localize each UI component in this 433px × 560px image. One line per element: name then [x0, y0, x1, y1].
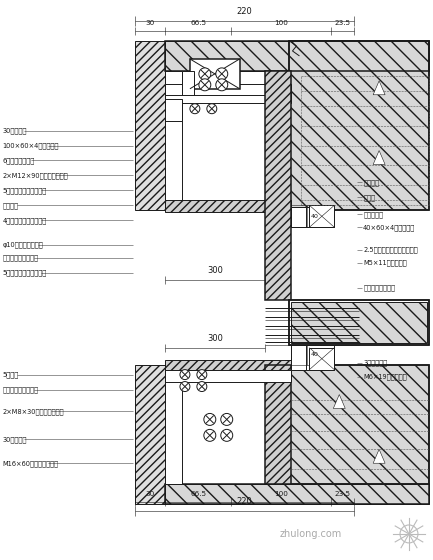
Bar — [190, 59, 240, 89]
Circle shape — [207, 104, 217, 114]
Bar — [291, 207, 307, 227]
Bar — [290, 365, 429, 484]
Text: 内装修处理: 内装修处理 — [363, 211, 383, 218]
Text: M16×60不锈钢对穿螺栓: M16×60不锈钢对穿螺栓 — [3, 460, 59, 466]
Circle shape — [197, 381, 207, 391]
Text: M5×11抽芯铝铆钉: M5×11抽芯铝铆钉 — [363, 260, 407, 267]
Circle shape — [197, 370, 207, 380]
Bar — [310, 348, 334, 370]
Circle shape — [221, 430, 233, 441]
Text: zhulong.com: zhulong.com — [280, 529, 342, 539]
Bar — [290, 41, 429, 211]
Bar — [265, 71, 291, 300]
Bar — [291, 345, 334, 370]
Text: 100×60×4镀锌矩方管: 100×60×4镀锌矩方管 — [3, 142, 59, 149]
Circle shape — [221, 413, 233, 426]
Bar — [290, 41, 429, 211]
Text: 5厚铝合金石材专用挂件: 5厚铝合金石材专用挂件 — [3, 187, 47, 194]
Circle shape — [180, 381, 190, 391]
Bar — [290, 365, 429, 484]
Text: 40: 40 — [310, 352, 318, 357]
Bar — [165, 41, 429, 71]
Text: 40: 40 — [310, 214, 318, 219]
Circle shape — [204, 413, 216, 426]
Text: 石材专用密封填缝胶: 石材专用密封填缝胶 — [3, 386, 39, 393]
Text: 环氧树脂: 环氧树脂 — [3, 202, 19, 209]
Bar — [165, 41, 429, 71]
Text: M6×19不锈钢螺钉: M6×19不锈钢螺钉 — [363, 374, 407, 380]
Circle shape — [216, 68, 228, 80]
Text: 300: 300 — [207, 334, 223, 343]
Bar — [165, 372, 182, 484]
Text: 220: 220 — [237, 497, 252, 506]
Text: 100: 100 — [274, 491, 288, 497]
Polygon shape — [373, 81, 385, 95]
Bar — [135, 365, 165, 504]
Text: 2.5厚氟碳铝板折制百叶边框: 2.5厚氟碳铝板折制百叶边框 — [363, 247, 418, 254]
Bar — [165, 360, 291, 372]
Bar — [182, 71, 194, 101]
Bar — [290, 300, 429, 345]
Polygon shape — [373, 449, 385, 463]
Text: 5厚石材专用铝合金挂件: 5厚石材专用铝合金挂件 — [3, 270, 47, 276]
Text: 30厚花岗石: 30厚花岗石 — [3, 436, 27, 442]
Bar — [165, 95, 291, 102]
Text: 石材专用密封填缝胶: 石材专用密封填缝胶 — [3, 255, 39, 262]
Polygon shape — [373, 151, 385, 165]
Text: 300: 300 — [207, 266, 223, 275]
Bar — [290, 300, 429, 345]
Text: 220: 220 — [237, 7, 252, 16]
Bar — [291, 207, 334, 227]
Circle shape — [199, 68, 211, 80]
Bar — [165, 99, 182, 120]
Bar — [165, 484, 429, 504]
Text: 66.5: 66.5 — [190, 20, 206, 26]
Bar — [165, 84, 291, 98]
Text: 23.5: 23.5 — [334, 20, 351, 26]
Circle shape — [190, 104, 200, 114]
Text: φ10聚乙烯发泡填杆: φ10聚乙烯发泡填杆 — [3, 242, 43, 249]
Text: 30: 30 — [145, 20, 155, 26]
Text: 5号角钢: 5号角钢 — [3, 371, 19, 378]
Bar — [291, 302, 427, 343]
Bar — [135, 41, 165, 211]
Text: 2×M12×90不锈钢对穿螺栓: 2×M12×90不锈钢对穿螺栓 — [3, 172, 68, 179]
Text: 6厚镀锌钢连接件: 6厚镀锌钢连接件 — [3, 157, 35, 164]
Polygon shape — [333, 395, 345, 408]
Text: 3厚连接角铝: 3厚连接角铝 — [363, 360, 387, 366]
Bar — [310, 206, 334, 227]
Bar — [165, 370, 291, 381]
Text: 100: 100 — [274, 20, 288, 26]
Bar — [291, 345, 307, 370]
Circle shape — [204, 430, 216, 441]
Text: 2×M8×30不锈钢对穿螺栓: 2×M8×30不锈钢对穿螺栓 — [3, 408, 64, 415]
Text: 4厚铝合金石材专用挂件: 4厚铝合金石材专用挂件 — [3, 217, 47, 223]
Text: 预埋件: 预埋件 — [363, 194, 375, 200]
Text: 23.5: 23.5 — [334, 491, 351, 497]
Circle shape — [216, 79, 228, 91]
Text: 66.5: 66.5 — [190, 491, 206, 497]
Bar — [265, 365, 291, 484]
Circle shape — [199, 79, 211, 91]
Bar — [165, 71, 182, 211]
Circle shape — [180, 370, 190, 380]
Text: 40×60×4镀锌矩方管: 40×60×4镀锌矩方管 — [363, 224, 415, 231]
Bar — [165, 484, 429, 504]
Text: 30: 30 — [145, 491, 155, 497]
Bar — [165, 200, 291, 212]
Text: 氟碳喷涂铝百叶片: 氟碳喷涂铝百叶片 — [363, 284, 395, 291]
Text: 土建墙体: 土建墙体 — [363, 179, 379, 186]
Text: 30厚花岗石: 30厚花岗石 — [3, 127, 27, 134]
